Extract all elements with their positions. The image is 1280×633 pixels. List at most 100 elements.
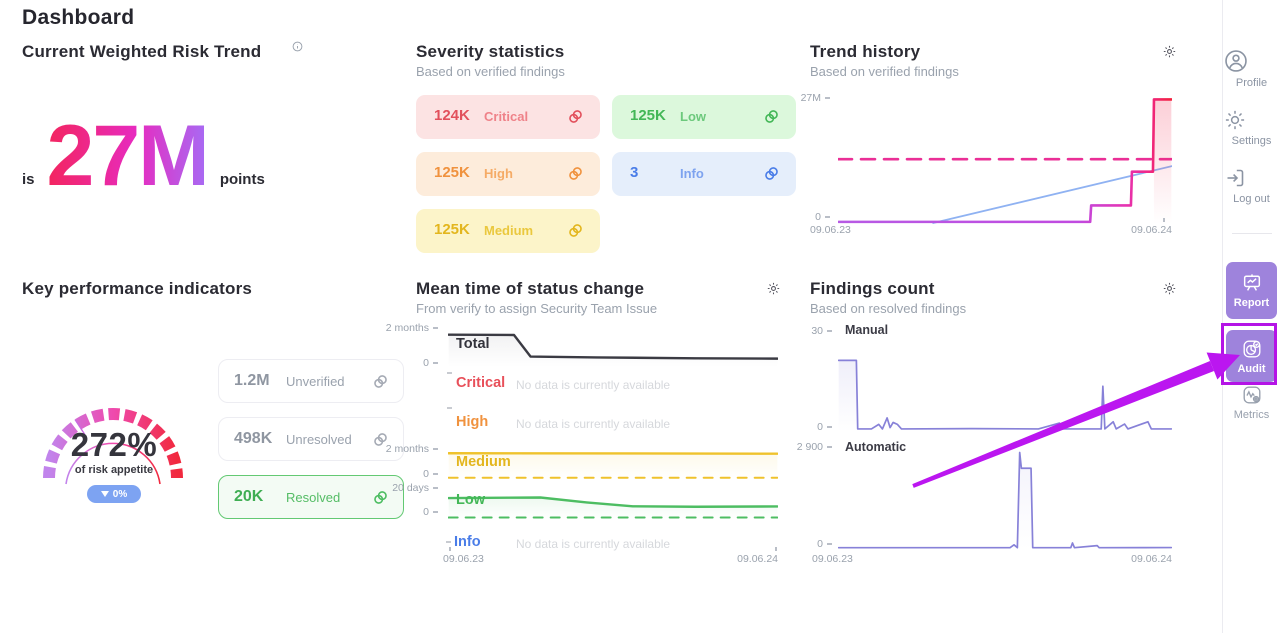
link-icon[interactable] bbox=[567, 222, 584, 239]
fc-manual-chart bbox=[838, 333, 1172, 433]
severity-badge-critical[interactable]: 124K Critical bbox=[416, 95, 600, 139]
link-icon[interactable] bbox=[372, 431, 389, 448]
card-value: 20K bbox=[234, 488, 264, 505]
severity-badge-medium[interactable]: 125K Medium bbox=[416, 209, 600, 253]
fc-automatic-chart bbox=[838, 450, 1172, 550]
page-title: Dashboard bbox=[22, 6, 135, 29]
gear-icon bbox=[1223, 108, 1280, 132]
badge-label: Critical bbox=[484, 109, 529, 124]
mt-label-info: Info bbox=[454, 534, 481, 550]
trend-history-chart bbox=[838, 97, 1172, 225]
badge-value: 124K bbox=[434, 107, 470, 124]
severity-subtitle: Based on verified findings bbox=[416, 64, 565, 79]
badge-value: 125K bbox=[434, 164, 470, 181]
kpi-card-unverified[interactable]: 1.2M Unverified bbox=[218, 359, 404, 403]
trend-date-right: 09.06.24 bbox=[1131, 224, 1172, 236]
trend-date-left: 09.06.23 bbox=[810, 224, 851, 236]
link-icon[interactable] bbox=[763, 165, 780, 182]
fc-manual-y-top: 30 bbox=[788, 325, 832, 337]
gauge-delta: 0% bbox=[112, 488, 128, 500]
mt-medium-chart bbox=[448, 450, 778, 480]
mt-label-low: Low bbox=[456, 492, 485, 508]
gauge-caption: of risk appetite bbox=[74, 464, 154, 476]
mt-label-medium: Medium bbox=[456, 454, 511, 470]
mt-nodata-high: No data is currently available bbox=[516, 417, 671, 431]
x-tick bbox=[1163, 218, 1165, 222]
trend-y-bottom: 0 bbox=[778, 211, 830, 223]
link-icon[interactable] bbox=[372, 489, 389, 506]
link-icon[interactable] bbox=[567, 108, 584, 125]
badge-label: Info bbox=[680, 166, 704, 181]
fc-label-automatic: Automatic bbox=[845, 440, 907, 454]
sidebar-item-profile[interactable]: Profile bbox=[1223, 48, 1280, 89]
mt-medium-y-top: 2 months bbox=[364, 443, 438, 455]
mean-time-title: Mean time of status change bbox=[416, 279, 645, 298]
axis-tick bbox=[447, 372, 452, 374]
trend-history-subtitle: Based on verified findings bbox=[810, 64, 959, 79]
sidebar-label: Profile bbox=[1235, 77, 1268, 89]
badge-label: Low bbox=[680, 109, 706, 124]
card-value: 498K bbox=[234, 430, 273, 447]
sidebar-label: Settings bbox=[1231, 135, 1272, 147]
risk-trend-suffix: points bbox=[219, 170, 265, 188]
severity-badge-high[interactable]: 125K High bbox=[416, 152, 600, 196]
info-icon[interactable] bbox=[292, 41, 303, 52]
sidebar-label: Metrics bbox=[1233, 409, 1270, 421]
card-label: Unverified bbox=[286, 374, 345, 389]
risk-appetite-gauge bbox=[43, 408, 183, 485]
mt-low-y-bottom: 0 bbox=[364, 506, 438, 518]
audit-icon bbox=[1241, 338, 1263, 360]
mt-total-y-top: 2 months bbox=[364, 322, 438, 334]
fc-auto-y-bottom: 0 bbox=[788, 538, 832, 550]
fc-auto-y-top: 2 900 bbox=[778, 441, 832, 453]
kpi-card-unresolved[interactable]: 498K Unresolved bbox=[218, 417, 404, 461]
severity-badge-info[interactable]: 3 Info bbox=[612, 152, 796, 196]
mt-total-y-bottom: 0 bbox=[364, 357, 438, 369]
sidebar-nav-metrics[interactable]: Metrics bbox=[1226, 384, 1277, 421]
mt-label-critical: Critical bbox=[456, 375, 506, 391]
report-icon bbox=[1241, 272, 1263, 294]
axis-tick bbox=[447, 407, 452, 409]
card-value: 1.2M bbox=[234, 372, 270, 389]
fc-label-manual: Manual bbox=[845, 323, 889, 337]
mt-low-y-top: 20 days bbox=[364, 482, 438, 494]
severity-badge-low[interactable]: 125K Low bbox=[612, 95, 796, 139]
badge-value: 125K bbox=[434, 221, 470, 238]
link-icon[interactable] bbox=[372, 373, 389, 390]
user-icon bbox=[1223, 48, 1280, 74]
link-icon[interactable] bbox=[567, 165, 584, 182]
mt-total-chart bbox=[448, 330, 778, 368]
severity-title: Severity statistics bbox=[416, 42, 565, 61]
gauge-delta-badge: 0% bbox=[87, 485, 141, 503]
risk-trend-value: 27M bbox=[46, 108, 210, 204]
risk-trend-title: Current Weighted Risk Trend bbox=[22, 42, 262, 61]
x-tick bbox=[775, 547, 777, 551]
link-icon[interactable] bbox=[763, 108, 780, 125]
kpi-card-resolved[interactable]: 20K Resolved bbox=[218, 475, 404, 519]
risk-trend-value-row: is 27M points bbox=[22, 108, 265, 204]
sidebar-nav-audit[interactable]: Audit bbox=[1226, 330, 1277, 382]
gear-icon[interactable] bbox=[1162, 44, 1177, 59]
sidebar-nav-report[interactable]: Report bbox=[1226, 262, 1277, 319]
gear-icon[interactable] bbox=[766, 281, 781, 296]
kpi-title: Key performance indicators bbox=[22, 279, 253, 298]
findings-title: Findings count bbox=[810, 279, 935, 298]
mt-date-left: 09.06.23 bbox=[443, 553, 484, 565]
fc-manual-y-bottom: 0 bbox=[788, 421, 832, 433]
gear-icon[interactable] bbox=[1162, 281, 1177, 296]
axis-tick bbox=[446, 541, 451, 543]
mt-label-total: Total bbox=[456, 336, 490, 352]
fc-date-right: 09.06.24 bbox=[1131, 553, 1172, 565]
risk-trend-prefix: is bbox=[22, 170, 35, 188]
findings-subtitle: Based on resolved findings bbox=[810, 301, 967, 316]
mt-nodata-critical: No data is currently available bbox=[516, 378, 671, 392]
card-label: Resolved bbox=[286, 490, 341, 505]
mean-time-subtitle: From verify to assign Security Team Issu… bbox=[416, 301, 658, 316]
gauge-value: 272% bbox=[70, 426, 158, 463]
fc-date-left: 09.06.23 bbox=[812, 553, 853, 565]
sidebar-divider bbox=[1232, 233, 1272, 234]
sidebar-label: Audit bbox=[1237, 362, 1266, 375]
sidebar-label: Log out bbox=[1233, 193, 1270, 205]
sidebar-item-logout[interactable]: Log out bbox=[1223, 166, 1280, 205]
sidebar-item-settings[interactable]: Settings bbox=[1223, 108, 1280, 147]
